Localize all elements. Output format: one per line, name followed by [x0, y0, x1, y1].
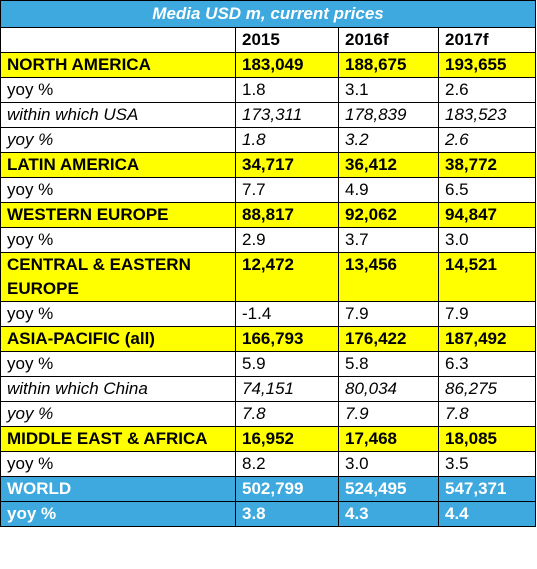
- table-row: yoy % 7.8 7.9 7.8: [0, 401, 537, 427]
- table-row: yoy % 3.8 4.3 4.4: [0, 501, 537, 527]
- row-label: yoy %: [0, 177, 236, 203]
- value-cell-2016f: 178,839: [338, 102, 439, 128]
- value-cell-2017f: 3.0: [437, 227, 537, 253]
- value-cell-2017f: 183,523: [437, 102, 537, 128]
- value-cell-2017f: 94,847: [437, 202, 537, 228]
- table-row: yoy % 2.9 3.7 3.0: [0, 227, 537, 253]
- value-cell-2015: 7.7: [235, 177, 339, 203]
- table-row: WORLD 502,799 524,495 547,371: [0, 476, 537, 502]
- table-row: WESTERN EUROPE 88,817 92,062 94,847: [0, 202, 537, 228]
- value-cell-2016f: 7.9: [338, 401, 439, 427]
- row-label: WORLD: [0, 476, 236, 502]
- value-cell-2015: 34,717: [235, 152, 339, 178]
- table-row: within which USA 173,311 178,839 183,523: [0, 102, 537, 128]
- value-cell-2015: 173,311: [235, 102, 339, 128]
- value-cell-2016f: 188,675: [338, 52, 439, 78]
- table-row: yoy % 1.8 3.2 2.6: [0, 127, 537, 153]
- header-2015: 2015: [235, 27, 339, 53]
- value-cell-2016f: 3.1: [338, 77, 439, 103]
- value-cell-2017f: 7.9: [437, 301, 537, 327]
- value-cell-2015: 183,049: [235, 52, 339, 78]
- value-cell-2017f: 3.5: [437, 451, 537, 477]
- value-cell-2015: 8.2: [235, 451, 339, 477]
- row-label: WESTERN EUROPE: [0, 202, 236, 228]
- value-cell-2015: 16,952: [235, 426, 339, 452]
- table-title-row: Media USD m, current prices: [0, 0, 537, 28]
- value-cell-2017f: 4.4: [437, 501, 537, 527]
- value-cell-2016f: 17,468: [338, 426, 439, 452]
- table-row: ASIA-PACIFIC (all) 166,793 176,422 187,492: [0, 326, 537, 352]
- value-cell-2015: 3.8: [235, 501, 339, 527]
- value-cell-2015: 1.8: [235, 127, 339, 153]
- row-label: yoy %: [0, 127, 236, 153]
- table-row: yoy % 5.9 5.8 6.3: [0, 351, 537, 377]
- value-cell-2017f: 2.6: [437, 127, 537, 153]
- table-row: MIDDLE EAST & AFRICA 16,952 17,468 18,085: [0, 426, 537, 452]
- row-label: yoy %: [0, 501, 236, 527]
- value-cell-2015: 166,793: [235, 326, 339, 352]
- table-row: LATIN AMERICA 34,717 36,412 38,772: [0, 152, 537, 178]
- value-cell-2015: 1.8: [235, 77, 339, 103]
- value-cell-2015: 74,151: [235, 376, 339, 402]
- header-2017f: 2017f: [437, 27, 537, 53]
- row-label: within which USA: [0, 102, 236, 128]
- value-cell-2017f: 6.3: [437, 351, 537, 377]
- value-cell-2015: 88,817: [235, 202, 339, 228]
- value-cell-2016f: 5.8: [338, 351, 439, 377]
- value-cell-2016f: 36,412: [338, 152, 439, 178]
- table-row: yoy % 8.2 3.0 3.5: [0, 451, 537, 477]
- value-cell-2017f: 14,521: [437, 252, 537, 302]
- value-cell-2016f: 13,456: [338, 252, 439, 302]
- value-cell-2016f: 4.3: [338, 501, 439, 527]
- row-label: yoy %: [0, 227, 236, 253]
- value-cell-2017f: 86,275: [437, 376, 537, 402]
- value-cell-2015: -1.4: [235, 301, 339, 327]
- value-cell-2016f: 92,062: [338, 202, 439, 228]
- value-cell-2016f: 3.7: [338, 227, 439, 253]
- header-row: 2015 2016f 2017f: [0, 27, 537, 53]
- table-row: within which China 74,151 80,034 86,275: [0, 376, 537, 402]
- value-cell-2016f: 3.2: [338, 127, 439, 153]
- row-label: yoy %: [0, 301, 236, 327]
- row-label: yoy %: [0, 451, 236, 477]
- table-row: yoy % 1.8 3.1 2.6: [0, 77, 537, 103]
- value-cell-2015: 12,472: [235, 252, 339, 302]
- value-cell-2017f: 187,492: [437, 326, 537, 352]
- value-cell-2015: 7.8: [235, 401, 339, 427]
- row-label: LATIN AMERICA: [0, 152, 236, 178]
- row-label: ASIA-PACIFIC (all): [0, 326, 236, 352]
- row-label: MIDDLE EAST & AFRICA: [0, 426, 236, 452]
- value-cell-2016f: 80,034: [338, 376, 439, 402]
- value-cell-2016f: 176,422: [338, 326, 439, 352]
- row-label: yoy %: [0, 351, 236, 377]
- value-cell-2017f: 6.5: [437, 177, 537, 203]
- table-row: NORTH AMERICA 183,049 188,675 193,655: [0, 52, 537, 78]
- value-cell-2017f: 38,772: [437, 152, 537, 178]
- value-cell-2017f: 193,655: [437, 52, 537, 78]
- table-row: yoy % -1.4 7.9 7.9: [0, 301, 537, 327]
- value-cell-2015: 502,799: [235, 476, 339, 502]
- header-2016f: 2016f: [338, 27, 439, 53]
- media-spend-table: Media USD m, current prices 2015 2016f 2…: [0, 0, 537, 527]
- value-cell-2017f: 547,371: [437, 476, 537, 502]
- value-cell-2016f: 3.0: [338, 451, 439, 477]
- table-row: yoy % 7.7 4.9 6.5: [0, 177, 537, 203]
- value-cell-2017f: 2.6: [437, 77, 537, 103]
- row-label: NORTH AMERICA: [0, 52, 236, 78]
- value-cell-2016f: 4.9: [338, 177, 439, 203]
- header-label-cell: [0, 27, 236, 53]
- value-cell-2016f: 524,495: [338, 476, 439, 502]
- value-cell-2017f: 18,085: [437, 426, 537, 452]
- row-label: CENTRAL & EASTERN EUROPE: [0, 252, 236, 302]
- table-title: Media USD m, current prices: [0, 0, 537, 28]
- row-label: yoy %: [0, 77, 236, 103]
- row-label: yoy %: [0, 401, 236, 427]
- value-cell-2017f: 7.8: [437, 401, 537, 427]
- value-cell-2015: 5.9: [235, 351, 339, 377]
- table-row: CENTRAL & EASTERN EUROPE 12,472 13,456 14,5…: [0, 252, 537, 302]
- value-cell-2015: 2.9: [235, 227, 339, 253]
- row-label: within which China: [0, 376, 236, 402]
- value-cell-2016f: 7.9: [338, 301, 439, 327]
